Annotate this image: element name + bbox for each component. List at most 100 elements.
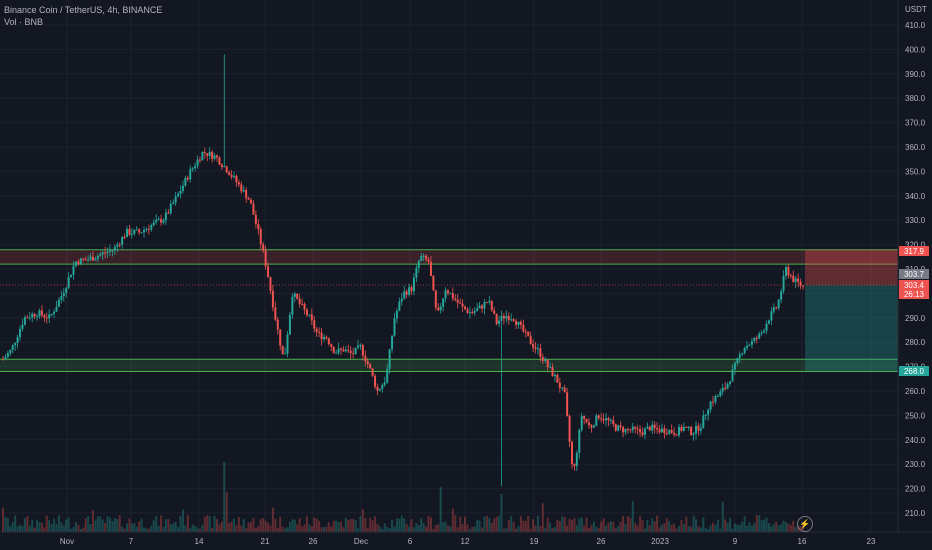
volume-bar: [748, 522, 751, 532]
volume-bar: [755, 515, 758, 532]
candle-body: [94, 258, 97, 261]
volume-bar: [388, 528, 391, 532]
candle-body: [634, 426, 637, 429]
candle-body: [191, 167, 194, 170]
volume-bar: [789, 525, 792, 532]
candle-body: [794, 278, 797, 283]
candle-body: [198, 159, 201, 161]
volume-bar: [787, 523, 790, 532]
volume-bar: [595, 526, 598, 532]
volume-bar: [481, 527, 484, 532]
volume-bar: [167, 519, 170, 532]
volume-bar: [682, 524, 685, 532]
candle-body: [544, 359, 547, 361]
volume-bar: [646, 520, 649, 532]
volume-bar: [585, 517, 588, 532]
volume-bar: [65, 519, 68, 532]
candle-body: [162, 220, 165, 223]
volume-bar: [381, 528, 384, 532]
candle-body: [524, 331, 527, 333]
volume-bar: [417, 524, 420, 532]
lightning-icon[interactable]: ⚡: [797, 516, 813, 532]
candle-body: [646, 426, 649, 429]
price-label-tag: [899, 269, 929, 279]
candle-body: [563, 387, 566, 393]
candle-body: [802, 285, 804, 287]
volume-bar: [293, 519, 296, 532]
candle-body: [104, 252, 107, 254]
candles: [2, 54, 804, 487]
candle-body: [201, 151, 204, 161]
position-box[interactable]: [0, 249, 898, 372]
volume-bar: [126, 523, 129, 532]
candle-body: [123, 236, 126, 238]
stop-area[interactable]: [805, 249, 898, 286]
volume-bar: [245, 528, 248, 532]
target-area[interactable]: [805, 285, 898, 372]
volume-bar: [429, 517, 432, 532]
volume-bar: [658, 527, 661, 532]
candle-body: [398, 301, 401, 311]
volume-bar: [432, 528, 435, 532]
volume-bar: [704, 528, 707, 532]
candle-body: [534, 347, 537, 349]
volume-bar: [267, 522, 270, 532]
candle-body: [653, 424, 656, 428]
x-tick-label: 9: [733, 537, 738, 546]
volume-bar: [38, 522, 41, 532]
volume-bar: [549, 522, 552, 532]
candle-body: [673, 432, 676, 435]
volume-bar: [235, 525, 238, 532]
volume-bar: [490, 523, 493, 532]
candle-body: [432, 276, 435, 291]
candle-body: [53, 311, 56, 314]
volume-bar: [72, 526, 75, 532]
volume-bar: [600, 521, 603, 532]
volume-bar: [252, 517, 255, 532]
volume-bar: [152, 520, 155, 532]
candle-body: [437, 307, 440, 311]
price-labels: 317.9 303.7 303.426:13 268.0: [899, 246, 929, 376]
candle-body: [442, 298, 445, 307]
volume-bar: [225, 492, 228, 532]
volume-bar: [629, 518, 632, 532]
candle-body: [575, 452, 578, 466]
candle-body: [573, 463, 576, 466]
candle-body: [775, 307, 778, 309]
symbol-title[interactable]: Binance Coin / TetherUS, 4h, BINANCE: [4, 5, 163, 15]
candle-body: [301, 303, 304, 305]
volume-bar: [619, 521, 622, 532]
candle-body: [731, 369, 734, 382]
volume-bar: [9, 525, 12, 532]
candle-body: [43, 315, 46, 318]
candle-body: [400, 298, 403, 302]
candle-body: [641, 432, 644, 435]
volume-bar: [624, 523, 627, 532]
candle-body: [656, 427, 659, 430]
candle-body: [9, 349, 12, 354]
volume-legend[interactable]: Vol · BNB: [4, 17, 44, 27]
candle-body: [50, 313, 53, 315]
volume-bar: [62, 525, 65, 532]
candle-body: [512, 319, 515, 321]
candle-body: [257, 223, 260, 229]
candle-body: [164, 212, 167, 221]
candle-body: [344, 349, 347, 352]
candle-body: [276, 319, 279, 330]
candle-body: [284, 353, 287, 355]
candle-body: [697, 425, 700, 431]
candle-body: [357, 345, 360, 348]
time-axis[interactable]: Nov 7 14 21 26 Dec 6 12 19 26 2023 9 16 23: [0, 531, 932, 546]
candle-body: [31, 314, 34, 318]
x-tick-label: 14: [195, 537, 204, 546]
candle-body: [108, 250, 111, 252]
candle-body: [45, 317, 48, 319]
volume-bar: [536, 515, 539, 532]
volume-bar: [712, 522, 715, 532]
volume-bar: [233, 518, 236, 532]
volume-bar: [135, 526, 138, 532]
volume-bar: [741, 521, 744, 532]
candle-body: [339, 348, 342, 350]
